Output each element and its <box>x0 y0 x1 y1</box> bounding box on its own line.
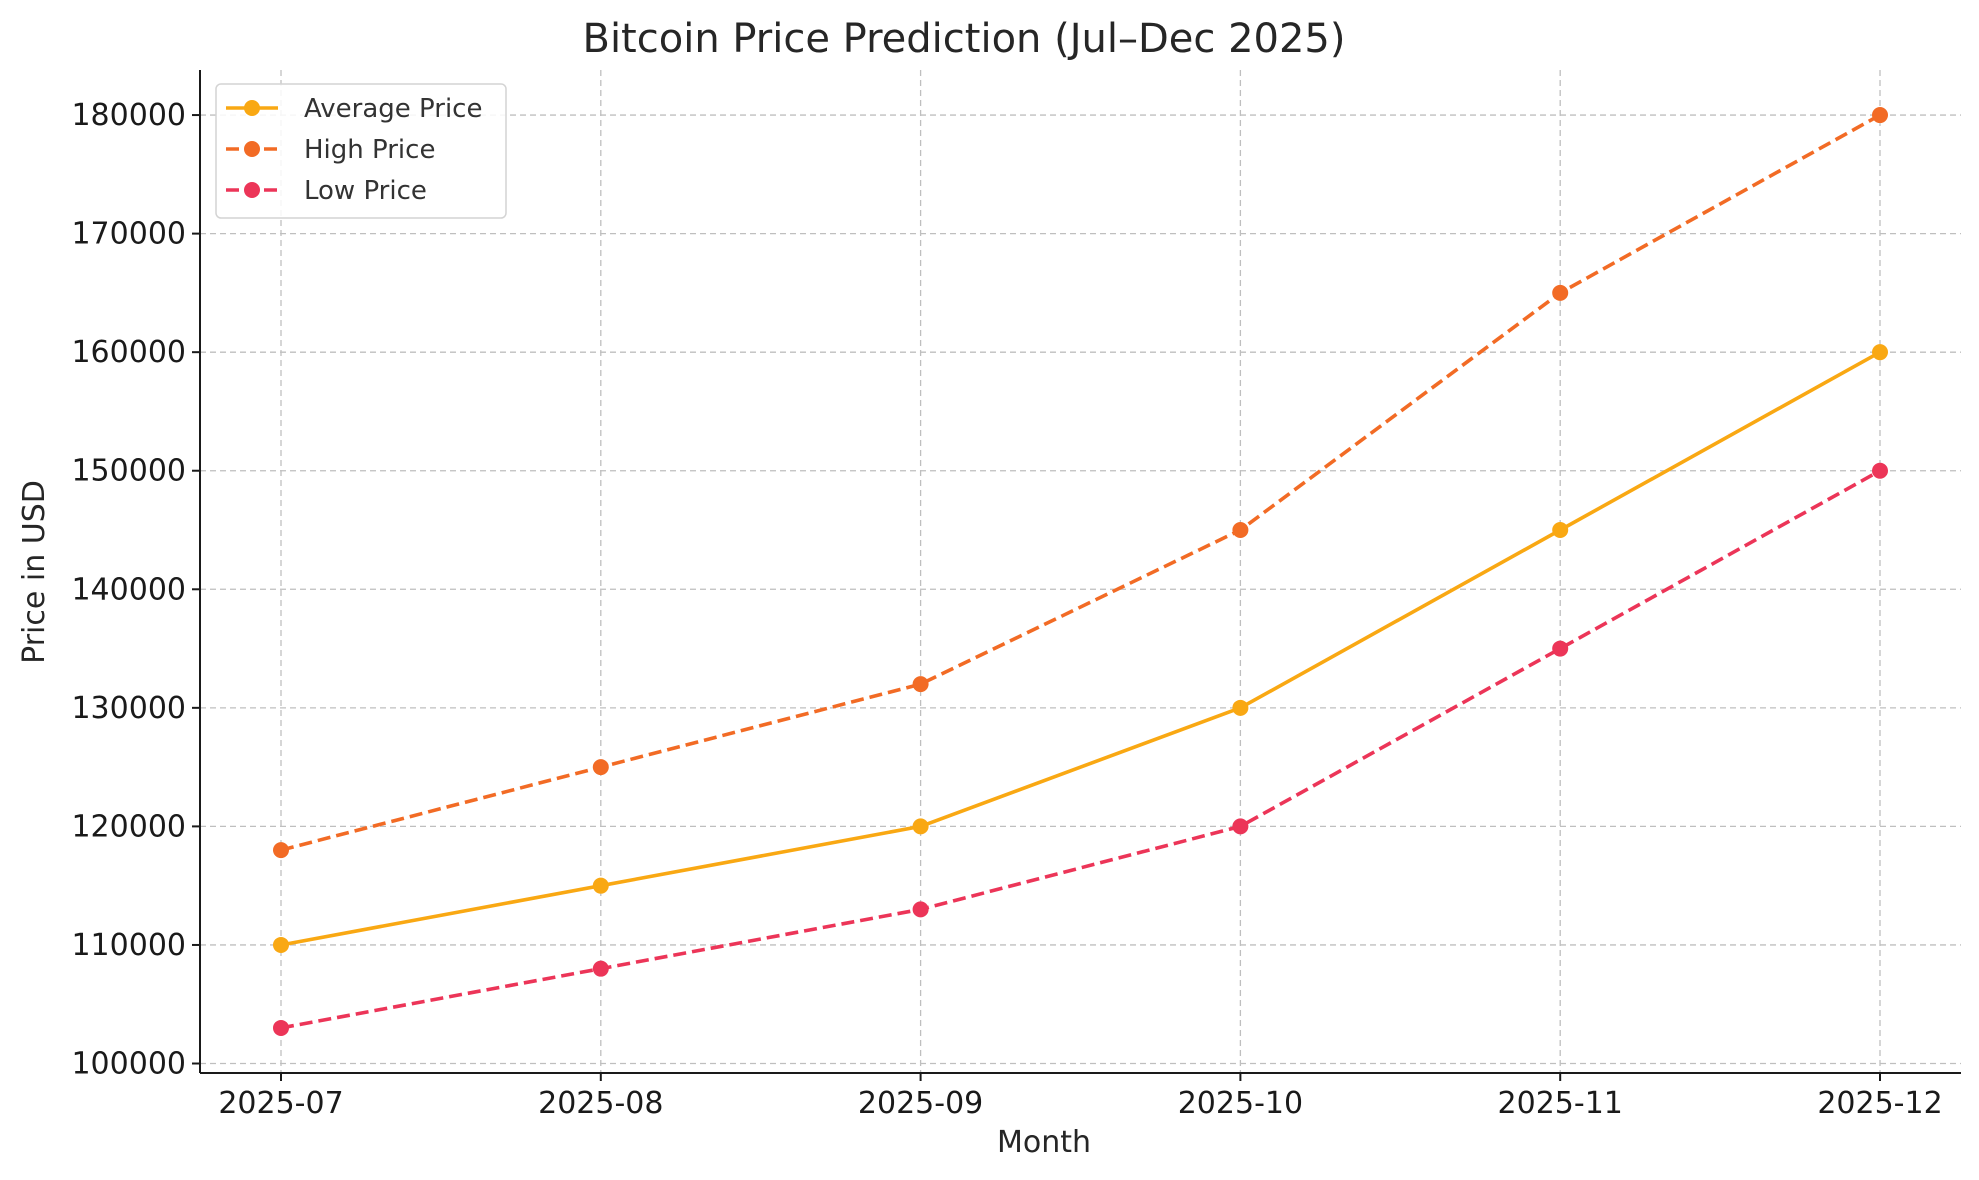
legend-item: High Price <box>226 135 435 165</box>
series-layer <box>273 107 1888 1036</box>
series-high-price <box>273 107 1888 859</box>
x-tick-label: 2025-10 <box>1178 1086 1303 1121</box>
legend-label: Low Price <box>304 176 427 206</box>
series-average-price <box>273 344 1888 953</box>
series-line <box>280 350 1881 947</box>
data-point <box>1232 818 1249 835</box>
legend-item: Low Price <box>226 176 427 206</box>
y-tick-label: 130000 <box>71 691 186 726</box>
x-tick-label: 2025-11 <box>1498 1086 1623 1121</box>
y-tick-label: 100000 <box>71 1047 186 1082</box>
x-tick-label: 2025-12 <box>1817 1086 1942 1121</box>
y-tick-label: 160000 <box>71 335 186 370</box>
x-tick-label: 2025-08 <box>538 1086 663 1121</box>
legend-marker <box>244 100 260 116</box>
legend-box <box>215 83 507 219</box>
legend-label: Average Price <box>304 94 482 124</box>
data-point <box>912 818 929 835</box>
y-axis-label: Price in USD <box>17 480 52 664</box>
data-point <box>1552 640 1569 657</box>
data-point <box>1232 699 1249 716</box>
grid-layer <box>200 70 1961 1073</box>
y-tick-label: 170000 <box>71 217 186 252</box>
data-point <box>592 960 609 977</box>
y-tick-label: 140000 <box>71 572 186 607</box>
legend: Average Price High Price Low Price <box>215 83 507 219</box>
data-point <box>912 901 929 918</box>
axes-layer: 2025-07 2025-08 2025-09 2025-10 2025-11 2025-… <box>71 70 1961 1121</box>
data-point <box>273 842 289 859</box>
y-tick-label: 120000 <box>71 809 186 844</box>
data-point <box>1232 522 1249 539</box>
series-line <box>280 469 1881 1030</box>
x-tick-label: 2025-07 <box>218 1086 343 1121</box>
data-point <box>1872 462 1888 479</box>
series-low-price <box>273 462 1888 1036</box>
data-point <box>273 1019 289 1036</box>
legend-item: Average Price <box>226 94 482 124</box>
data-point <box>1872 344 1888 361</box>
data-point <box>1552 284 1569 301</box>
chart-title: Bitcoin Price Prediction (Jul–Dec 2025) <box>583 16 1346 62</box>
data-point <box>592 759 609 776</box>
data-point <box>1552 522 1569 539</box>
legend-marker <box>244 182 260 198</box>
data-point <box>1872 107 1888 124</box>
y-tick-label: 180000 <box>71 98 186 133</box>
x-tick-label: 2025-09 <box>858 1086 983 1121</box>
data-point <box>912 676 929 693</box>
y-tick-label: 110000 <box>71 928 186 963</box>
data-point <box>273 936 289 953</box>
x-axis-label: Month <box>997 1125 1091 1160</box>
y-tick-label: 150000 <box>71 454 186 489</box>
data-point <box>592 877 609 894</box>
series-line <box>280 113 1881 852</box>
legend-marker <box>244 141 260 157</box>
legend-label: High Price <box>304 135 435 165</box>
